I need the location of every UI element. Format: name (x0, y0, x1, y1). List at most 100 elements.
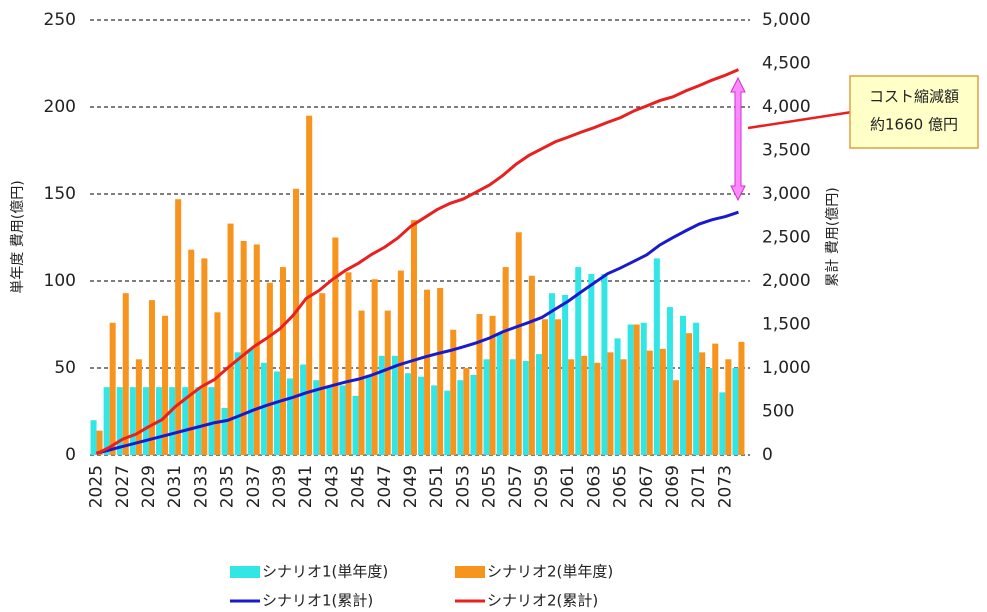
bar (247, 348, 254, 455)
bar (287, 378, 294, 455)
bar (738, 341, 745, 455)
bar (358, 310, 365, 455)
bar (515, 232, 522, 455)
bar (672, 380, 679, 455)
bar (489, 315, 496, 455)
bar (227, 223, 234, 455)
bar (279, 267, 286, 455)
y-axis-label: 単年度 費用(億円) (10, 180, 26, 293)
x-tick-label: 2051 (427, 465, 447, 508)
bar (234, 352, 241, 455)
x-tick-label: 2041 (296, 465, 316, 508)
bar (535, 354, 542, 455)
bar (483, 359, 490, 455)
bar (201, 258, 208, 455)
bar (450, 329, 457, 455)
x-tick-label: 2031 (165, 465, 185, 508)
bar (627, 324, 634, 455)
bar (725, 359, 732, 455)
bar (188, 249, 195, 455)
x-tick-label: 2065 (611, 465, 631, 508)
bar (378, 355, 385, 455)
y2-tick-label: 0 (762, 445, 773, 465)
x-tick-label: 2053 (453, 465, 473, 508)
y2-tick-label: 3,000 (762, 184, 811, 204)
bar (195, 387, 202, 455)
y2-tick-label: 1,500 (762, 315, 811, 335)
y2-axis-label: 累計 費用(億円) (825, 187, 841, 286)
bar (135, 359, 142, 455)
bar (148, 300, 155, 455)
y-tick-label: 0 (65, 445, 76, 465)
x-tick-label: 2029 (139, 465, 159, 508)
bar (116, 387, 123, 455)
bar (509, 359, 516, 455)
y2-tick-label: 2,000 (762, 271, 811, 291)
bar (142, 387, 149, 455)
bar (208, 387, 215, 455)
y2-tick-label: 4,000 (762, 97, 811, 117)
bar (326, 385, 333, 455)
bar (339, 385, 346, 455)
bar (260, 362, 267, 455)
bar (122, 293, 129, 455)
bar (562, 294, 569, 455)
y2-tick-label: 5,000 (762, 10, 811, 30)
bar (549, 293, 556, 455)
bar (162, 315, 169, 455)
bar (293, 188, 300, 455)
bar (169, 387, 176, 455)
y2-tick-label: 1,000 (762, 358, 811, 378)
annotation-text: コスト縮減額 (869, 88, 959, 106)
y-tick-label: 150 (44, 184, 76, 204)
bar (719, 392, 726, 455)
bar (555, 319, 562, 455)
bar (620, 359, 627, 455)
bar (266, 282, 273, 455)
x-tick-label: 2067 (637, 465, 657, 508)
bar (699, 352, 706, 455)
y-tick-label: 50 (54, 358, 76, 378)
bar (640, 322, 647, 455)
bar (431, 385, 438, 455)
bar (633, 324, 640, 455)
bar (568, 359, 575, 455)
bar (496, 333, 503, 455)
bar (129, 387, 136, 455)
line (96, 210, 739, 455)
bar (96, 430, 103, 455)
legend-label: シナリオ2(累計) (487, 592, 598, 610)
bar (528, 275, 535, 455)
x-tick-label: 2025 (87, 465, 107, 508)
bar (384, 310, 391, 455)
bar (444, 390, 451, 455)
bar (607, 352, 614, 455)
bar (470, 374, 477, 455)
x-tick-label: 2039 (270, 465, 290, 508)
x-tick-label: 2047 (375, 465, 395, 508)
bar (391, 355, 398, 455)
annotation-box (849, 75, 979, 149)
bar (306, 115, 313, 455)
bar (345, 272, 352, 455)
bar (666, 307, 673, 455)
y2-tick-label: 4,500 (762, 54, 811, 74)
y2-tick-label: 2,500 (762, 228, 811, 248)
y-tick-label: 100 (44, 271, 76, 291)
bar (541, 319, 548, 455)
legend-label: シナリオ2(単年度) (487, 563, 613, 581)
callout-line (747, 110, 853, 130)
bar (273, 371, 280, 455)
bar (410, 220, 417, 455)
x-tick-label: 2049 (401, 465, 421, 508)
bar (418, 376, 425, 455)
bar (313, 380, 320, 455)
x-tick-label: 2057 (506, 465, 526, 508)
bar (404, 373, 411, 455)
bar (319, 293, 326, 455)
annotation-text: 約1660 億円 (870, 116, 958, 134)
bar (575, 267, 582, 455)
bar (680, 315, 687, 455)
x-tick-label: 2027 (113, 465, 133, 508)
